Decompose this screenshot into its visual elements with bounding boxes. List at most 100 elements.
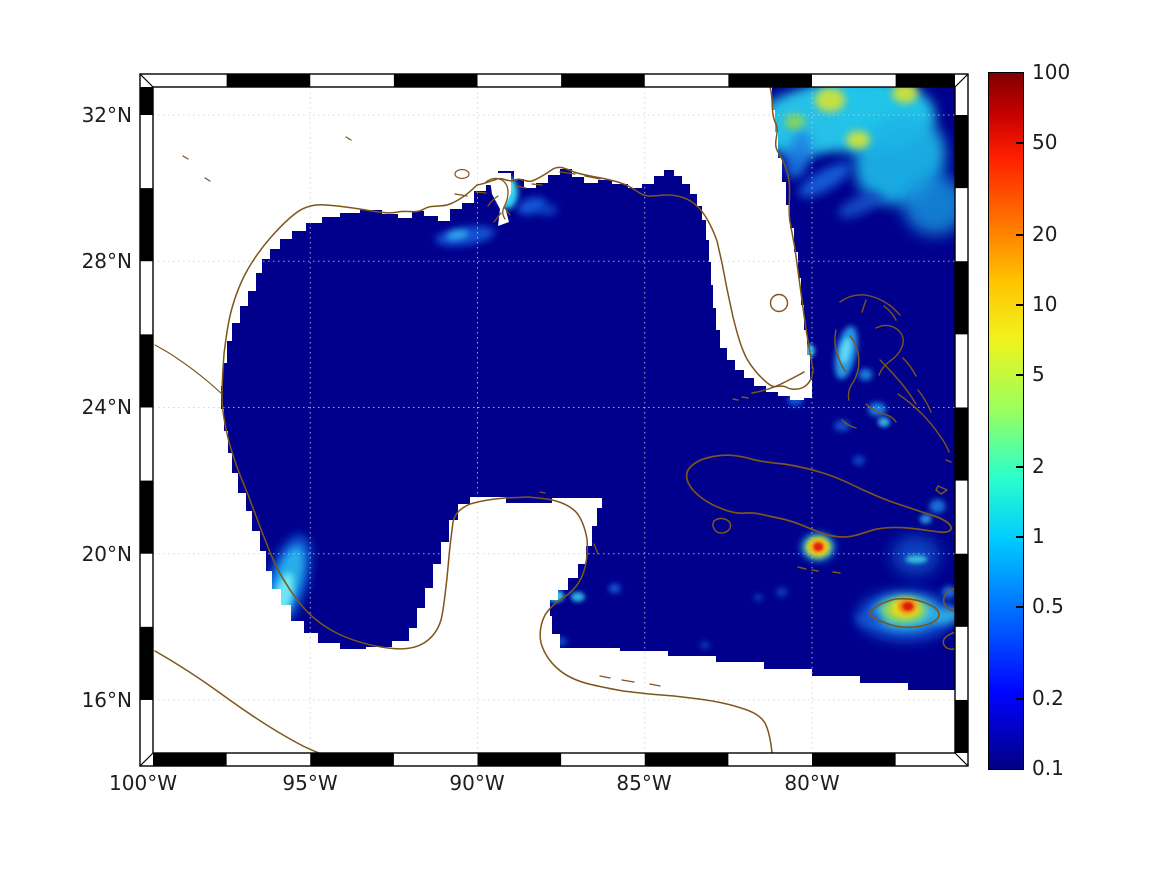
isla-juventud (712, 517, 732, 534)
hotspot-belize-coast-2 (570, 591, 585, 602)
lake-pontchartrain (454, 168, 470, 180)
frame-band-segment (895, 74, 955, 87)
colorbar-label-10: 10 (1032, 292, 1058, 316)
frame-band-segment (393, 74, 478, 87)
colorbar-tick (1016, 142, 1023, 144)
hotspot-florida-east-spot (800, 343, 815, 358)
hotspot-louisiana-shelf-core (446, 229, 469, 241)
colorbar-tick (1016, 466, 1023, 468)
lake-okeechobee (769, 293, 789, 313)
colorbar-label-0p2: 0.2 (1032, 686, 1064, 710)
frame-corner-miter (139, 752, 154, 767)
small-islands (182, 136, 661, 687)
bahamas-banks (834, 294, 952, 495)
hotspot-honduras-offshore-dot (699, 641, 710, 650)
frame-band-segment (955, 407, 968, 481)
colorbar-label-2: 2 (1032, 454, 1045, 478)
frame-band-segment (955, 699, 968, 753)
mississippi-delta-land (489, 173, 511, 226)
hotspot-cuba-ne-spot (919, 513, 932, 524)
hotspot-santaren-spot (834, 419, 851, 432)
hotspot-cuba-south-coast (905, 555, 928, 564)
frame-band-segment (140, 334, 153, 408)
frame-band-segment (140, 626, 153, 700)
frame-inner-border (152, 86, 956, 754)
x-tick-85w: 85°W (616, 771, 672, 795)
frame-band-segment (728, 74, 812, 87)
hotspot-caribbean-dot-2 (753, 593, 764, 602)
hotspot-atlantic-core-4 (784, 113, 805, 130)
graticule (153, 87, 955, 753)
hotspot-atlantic-streak-2 (838, 191, 883, 218)
colorbar (988, 72, 1024, 770)
coast-us-mexico-mainland (221, 87, 814, 753)
cayman-islands (797, 566, 841, 574)
hotspot-mississippi-east-tail (537, 204, 558, 217)
frame-corner-miter (139, 73, 154, 88)
y-tick-20n: 20°N (81, 542, 132, 566)
frame-band-segment (955, 115, 968, 189)
colorbar-label-100: 100 (1032, 60, 1071, 84)
frame-band-segment (812, 753, 896, 766)
hotspot-jamaica-west-tail (855, 613, 882, 626)
colorbar-tick (1016, 698, 1023, 700)
hotspot-old-bahama-spot (852, 455, 865, 466)
data-field-ocean (221, 87, 955, 690)
hotspot-atlantic-streak-1 (798, 162, 852, 198)
colorbar-tick (1016, 304, 1023, 306)
frame-band-segment (477, 753, 562, 766)
coastlines (154, 87, 955, 753)
mississippi-delta-coast (485, 177, 511, 223)
frame-outer-border (139, 73, 969, 767)
florida-keys (732, 371, 805, 401)
coast-jamaica (868, 597, 940, 629)
x-tick-100w: 100°W (109, 771, 177, 795)
y-tick-32n: 32°N (81, 103, 132, 127)
frame-corner-miter (954, 73, 969, 88)
hotspot-texas-coast-speck (193, 304, 201, 310)
x-tick-95w: 95°W (282, 771, 338, 795)
hotspot-atlantic-shelf-plume-s (903, 174, 955, 235)
colorbar-tick (1016, 234, 1023, 236)
y-tick-16n: 16°N (81, 688, 132, 712)
hotspot-belize-offshore (608, 583, 621, 594)
coast-hispaniola-tip (942, 587, 955, 650)
hotspot-bahamas-andros-core (839, 338, 852, 364)
hotspot-blobs (193, 87, 955, 650)
y-tick-28n: 28°N (81, 249, 132, 273)
hotspot-crooked-passage-spot (929, 499, 946, 514)
colorbar-tick (1016, 536, 1023, 538)
hotspot-cayman-spot-core (813, 542, 823, 551)
frame-band-segment (153, 753, 227, 766)
frame-corner-miter (954, 752, 969, 767)
hotspot-belize-coast-1 (548, 590, 565, 603)
colorbar-label-50: 50 (1032, 130, 1058, 154)
map-frame (139, 73, 969, 767)
hotspot-belize-south (555, 637, 568, 646)
colorbar-label-5: 5 (1032, 362, 1045, 386)
frame-band-segment (140, 87, 153, 115)
hotspot-florida-strait-spot (787, 394, 804, 407)
frame-band-segment (310, 753, 394, 766)
x-tick-80w: 80°W (784, 771, 840, 795)
coast-pacific-mexico (154, 650, 322, 753)
frame-band-segment (955, 261, 968, 335)
hotspot-jamaica-core (903, 602, 914, 611)
frame-band-segment (561, 74, 645, 87)
hotspot-caribbean-dot-1 (775, 587, 788, 598)
colorbar-label-20: 20 (1032, 222, 1058, 246)
colorbar-label-0p5: 0.5 (1032, 594, 1064, 618)
hotspot-atlantic-core-3 (846, 130, 871, 149)
colorbar-tick (1016, 606, 1023, 608)
frame-band-segment (955, 553, 968, 627)
frame-band-segment (644, 753, 729, 766)
frame-band-segment (140, 188, 153, 262)
colorbar-tick (1016, 374, 1023, 376)
hotspot-atlantic-core-2 (891, 87, 918, 104)
hotspot-bahamas-bank-s1 (858, 368, 873, 381)
frame-band-segment (140, 480, 153, 554)
hotspot-atlantic-core-1 (815, 88, 846, 113)
frame-band-segment (226, 74, 311, 87)
